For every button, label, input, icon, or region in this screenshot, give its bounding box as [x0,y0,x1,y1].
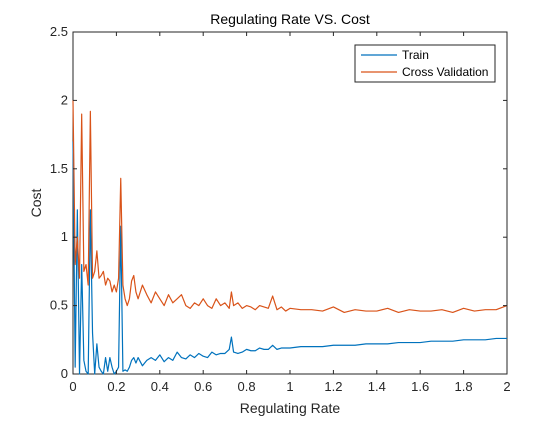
y-tick-label: 0.5 [50,298,68,313]
chart-title: Regulating Rate VS. Cost [210,11,370,27]
x-tick-label: 0 [69,379,76,394]
y-tick-label: 1 [61,229,68,244]
x-axis-ticks: 0 0.2 0.4 0.6 0.8 1 1.2 1.4 1.6 1.8 2 [69,32,511,394]
x-tick-label: 1.8 [455,379,473,394]
series-line-cross-validation [72,100,508,314]
series-layer [72,100,508,375]
x-tick-label: 0.2 [107,379,125,394]
x-tick-label: 1.2 [324,379,342,394]
x-tick-label: 1.6 [411,379,429,394]
x-tick-label: 1.4 [368,379,386,394]
legend-label-cross-validation: Cross Validation [402,65,488,79]
x-axis-label: Regulating Rate [240,400,341,416]
axes-box [72,31,508,375]
y-tick-label: 2 [61,92,68,107]
y-axis-ticks: 0 0.5 1 1.5 2 2.5 [50,24,507,381]
y-tick-label: 0 [61,366,68,381]
plot-area: 0 0.2 0.4 0.6 0.8 1 1.2 1.4 1.6 1.8 2 0 0.5 1 1.5 2 2.5 [50,24,511,394]
y-tick-label: 2.5 [50,24,68,39]
x-tick-label: 0.4 [151,379,169,394]
x-tick-label: 0.6 [194,379,212,394]
legend-label-train: Train [402,48,429,62]
y-axis-label: Cost [28,189,44,218]
legend-box [354,44,496,83]
legend: Train Cross Validation [354,44,496,83]
x-tick-label: 0.8 [238,379,256,394]
x-tick-label: 1 [286,379,293,394]
series-line-train [72,141,507,375]
x-tick-label: 2 [503,379,510,394]
y-tick-label: 1.5 [50,161,68,176]
